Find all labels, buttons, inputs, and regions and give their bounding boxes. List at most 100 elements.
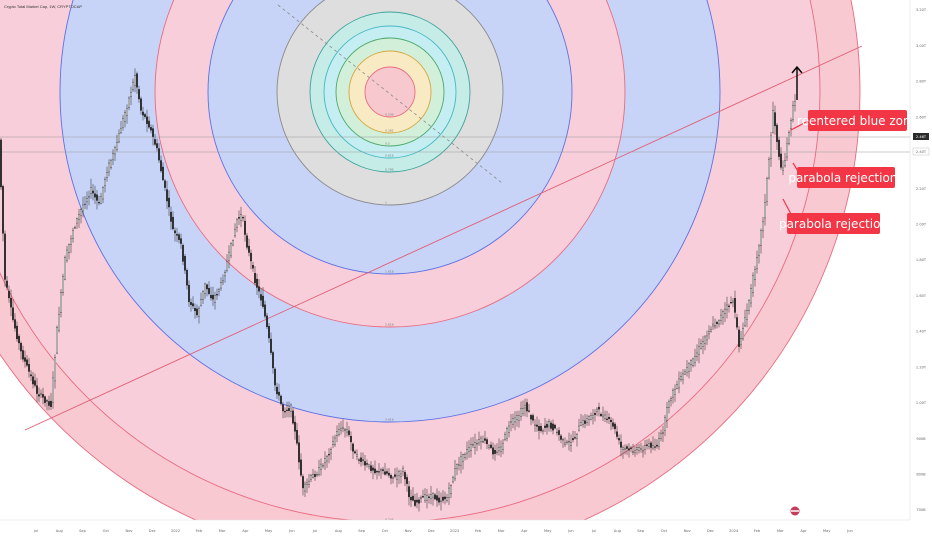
candle-body (514, 417, 516, 423)
candle-body (166, 189, 168, 202)
candle-body (36, 385, 38, 394)
time-axis[interactable] (0, 520, 932, 550)
candle-body (330, 449, 332, 454)
candle-body (648, 443, 650, 447)
candle-body (622, 447, 624, 451)
candle-body (664, 416, 666, 431)
candle-body (182, 244, 184, 262)
candle-body (78, 214, 80, 220)
candle-body (772, 110, 774, 133)
candle-body (300, 459, 302, 476)
candle-body (250, 252, 252, 262)
candle-body (684, 371, 686, 375)
candle-body (444, 496, 446, 500)
candle-body (620, 441, 622, 448)
candle-body (392, 477, 394, 479)
candle-body (508, 425, 510, 433)
candle-body (70, 238, 72, 245)
candle-body (486, 439, 488, 445)
annotation-reentered-blue-zone: reentered blue zone (790, 110, 918, 131)
candle-body (596, 408, 598, 412)
candle-body (306, 482, 308, 485)
candle-body (462, 454, 464, 462)
candle-body (656, 444, 658, 447)
candle-body (384, 471, 386, 475)
candle-body (388, 472, 390, 476)
candle-body (296, 430, 298, 444)
candle-body (332, 441, 334, 445)
candle-body (204, 283, 206, 295)
candle-body (212, 294, 214, 300)
time-tick-label: Feb (754, 529, 761, 533)
candle-body (192, 303, 194, 307)
candle-body (674, 389, 676, 395)
candle-body (188, 284, 190, 303)
candle-body (642, 450, 644, 453)
candle-body (176, 234, 178, 236)
candle-body (168, 197, 170, 208)
candle-body (340, 428, 342, 431)
candle-body (710, 329, 712, 332)
candle-body (700, 342, 702, 349)
candle-body (474, 442, 476, 448)
candle-body (752, 275, 754, 293)
candle-body (408, 486, 410, 498)
price-tick-label: 1.00T (916, 401, 927, 405)
price-tick-label: 1.40T (916, 330, 927, 334)
candle-body (722, 311, 724, 318)
candle-body (556, 431, 558, 434)
candle-body (230, 243, 232, 257)
candle-body (666, 407, 668, 421)
candle-body (152, 128, 154, 137)
candle-body (186, 270, 188, 286)
candle-body (678, 378, 680, 389)
annotation-text-1: reentered blue zone (797, 114, 918, 128)
candle-body (552, 423, 554, 431)
candle-body (150, 127, 152, 131)
candle-body (210, 295, 212, 299)
candle-body (92, 190, 94, 194)
candle-body (274, 368, 276, 386)
candle-body (84, 203, 86, 206)
candle-body (312, 474, 314, 478)
candle-body (142, 111, 144, 116)
time-tick-label: Sep (79, 529, 86, 533)
candle-body (206, 284, 208, 290)
candle-body (256, 278, 258, 288)
candle-body (326, 456, 328, 462)
candle-body (560, 435, 562, 440)
candle-body (730, 302, 732, 304)
candle-body (584, 420, 586, 424)
candle-body (310, 475, 312, 480)
candle-body (96, 194, 98, 201)
candle-body (446, 497, 448, 502)
candle-body (624, 448, 626, 450)
flag-icon[interactable] (790, 506, 800, 516)
candle-body (526, 402, 528, 412)
candle-body (292, 410, 294, 424)
candle-body (688, 363, 690, 372)
candle-body (14, 319, 16, 329)
candle-body (246, 235, 248, 248)
candle-body (544, 425, 546, 428)
time-tick-label: Aug (56, 529, 63, 533)
candle-body (750, 288, 752, 304)
candle-body (770, 135, 772, 159)
candle-body (638, 447, 640, 451)
candle-body (366, 463, 368, 465)
candle-body (788, 132, 790, 144)
candle-body (302, 476, 304, 489)
candle-body (410, 496, 412, 501)
candle-body (606, 418, 608, 420)
candle-body (228, 251, 230, 261)
candle-body (378, 471, 380, 473)
fib-level-label: 1.618 (385, 270, 394, 274)
candle-body (396, 475, 398, 480)
time-axis-ticks: Jul Aug Sep Oct Nov Dec 2022 Feb Mar Apr May Jun Jul… (33, 529, 853, 533)
candle-body (240, 214, 242, 221)
candle-body (454, 468, 456, 480)
candle-body (792, 105, 794, 121)
candle-body (386, 471, 388, 474)
candle-body (144, 114, 146, 117)
